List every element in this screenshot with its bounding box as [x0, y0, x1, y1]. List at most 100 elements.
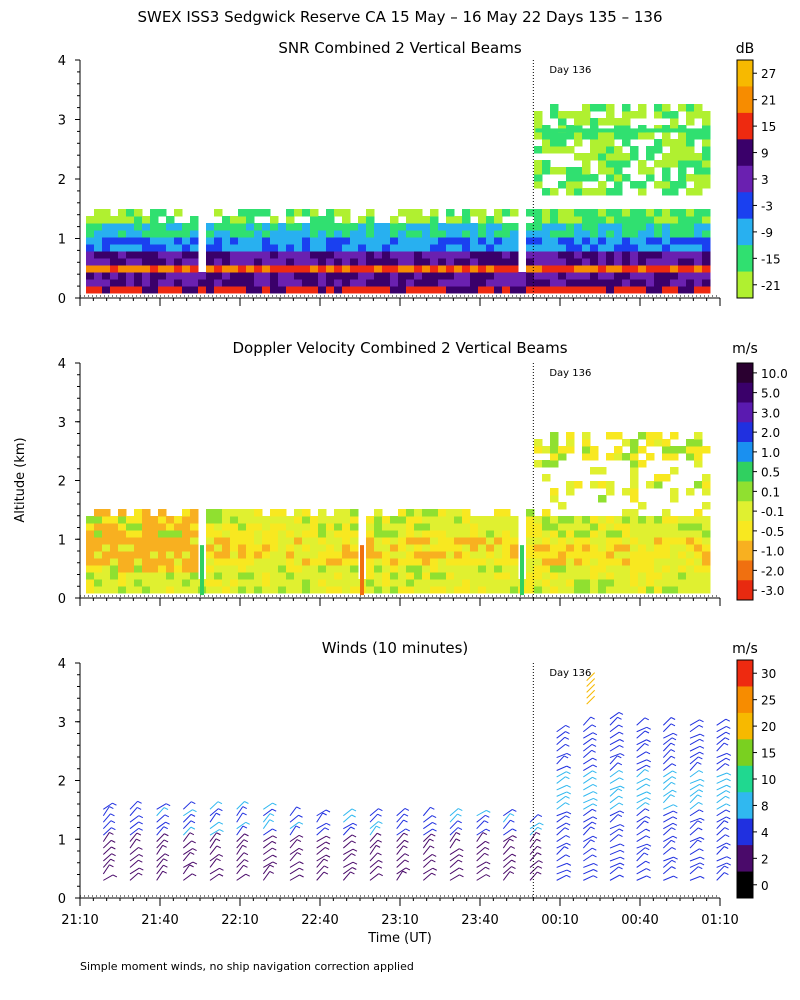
snr-cell [358, 279, 367, 287]
doppler-cell [486, 558, 495, 566]
doppler-cell [590, 453, 599, 461]
snr-cell [598, 167, 607, 175]
doppler-cell [422, 551, 431, 559]
snr-cell [302, 286, 311, 294]
wind-barb-flag [645, 835, 651, 839]
snr-cell [174, 258, 183, 266]
wind-barb-shaft [209, 832, 217, 842]
wind-barb-shaft [662, 742, 672, 752]
wind-barb-shaft [689, 809, 700, 817]
snr-cell [94, 230, 103, 238]
wind-barb-flag [619, 849, 625, 853]
snr-cell [582, 230, 591, 238]
wind-barb-flag [646, 875, 651, 879]
doppler-cell [486, 537, 495, 545]
doppler-cell [374, 516, 383, 524]
wind-barb-shaft [476, 866, 486, 875]
doppler-cell [638, 572, 647, 580]
doppler-cell [654, 558, 663, 566]
colorbar-tick-label: 27 [761, 67, 776, 81]
snr-cell [254, 209, 263, 217]
snr-cell [702, 181, 711, 189]
wind-barb-flag [218, 854, 224, 857]
doppler-cell [646, 530, 655, 538]
doppler-cell [334, 530, 343, 538]
doppler-cell [406, 509, 415, 517]
snr-cell [182, 265, 191, 273]
colorbar-swatch [737, 382, 753, 403]
snr-cell [702, 167, 711, 175]
snr-cell [550, 132, 559, 140]
wind-barb-flag [164, 853, 170, 857]
snr-cell [566, 181, 575, 189]
wind-barb-shaft [422, 838, 431, 849]
snr-cell [638, 251, 647, 259]
wind-barb-flag [325, 841, 331, 845]
snr-cell [678, 258, 687, 266]
snr-cell [422, 216, 431, 224]
doppler-cell [374, 544, 383, 552]
doppler-cell [270, 586, 279, 594]
snr-cell [270, 258, 279, 266]
doppler-cell [350, 558, 359, 566]
snr-cell [350, 265, 359, 273]
wind-barb-flag [110, 813, 115, 817]
wind-barb-flag [190, 826, 196, 830]
wind-barb-shaft [422, 845, 431, 855]
doppler-cell [350, 544, 359, 552]
snr-cell [382, 244, 391, 252]
snr-cell [590, 188, 599, 196]
wind-barb-flag [458, 854, 464, 858]
doppler-cell [670, 572, 679, 580]
snr-cell [150, 244, 159, 252]
doppler-cell [550, 586, 559, 594]
wind-barb-shaft [209, 838, 217, 849]
doppler-cell [478, 558, 487, 566]
wind-barb-shaft [583, 875, 594, 881]
doppler-cell [454, 586, 463, 594]
snr-cell [318, 216, 327, 224]
wind-barb-flag [242, 806, 247, 810]
doppler-cell [582, 544, 591, 552]
wind-barb-shaft [556, 846, 565, 855]
wind-barb-shaft [289, 839, 298, 849]
snr-cell [414, 251, 423, 259]
wind-barb-shaft [209, 854, 220, 862]
snr-cell [382, 286, 391, 294]
snr-cell [686, 216, 695, 224]
doppler-cell [190, 572, 199, 580]
wind-barb-flag [698, 801, 703, 805]
wind-barb-flag [512, 835, 517, 839]
snr-cell [430, 258, 439, 266]
wind-barb-shaft [343, 808, 353, 817]
wind-barb-shaft [716, 795, 726, 804]
y-axis-label: Altitude (km) [13, 437, 28, 522]
wind-barb-shaft [689, 761, 698, 771]
snr-cell [286, 244, 295, 252]
snr-cell [166, 286, 175, 294]
snr-cell [430, 272, 439, 280]
doppler-cell [190, 565, 199, 573]
snr-cell [614, 223, 623, 231]
snr-cell [214, 272, 223, 280]
wind-barb-shaft [422, 833, 432, 842]
wind-barb-flag [592, 757, 597, 761]
snr-cell [558, 223, 567, 231]
doppler-cell [142, 509, 151, 517]
doppler-cell [238, 509, 247, 517]
wind-barb-shaft [449, 827, 459, 836]
snr-cell [478, 216, 487, 224]
snr-cell [606, 153, 615, 161]
snr-cell [622, 160, 631, 168]
doppler-cell [102, 565, 111, 573]
snr-cell [134, 237, 143, 245]
wind-barb-flag [726, 752, 732, 756]
doppler-cell [366, 586, 375, 594]
snr-cell [558, 251, 567, 259]
doppler-cell [230, 572, 239, 580]
snr-cell [590, 139, 599, 147]
doppler-cell [510, 579, 519, 587]
doppler-cell [334, 551, 343, 559]
doppler-cell [294, 565, 303, 573]
